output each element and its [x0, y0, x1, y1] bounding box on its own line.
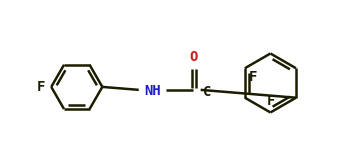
Text: O: O — [190, 50, 198, 64]
Text: NH: NH — [144, 84, 161, 98]
Text: C: C — [203, 85, 211, 99]
Text: F: F — [37, 80, 45, 94]
Text: F: F — [249, 70, 257, 84]
Text: F: F — [266, 94, 275, 108]
